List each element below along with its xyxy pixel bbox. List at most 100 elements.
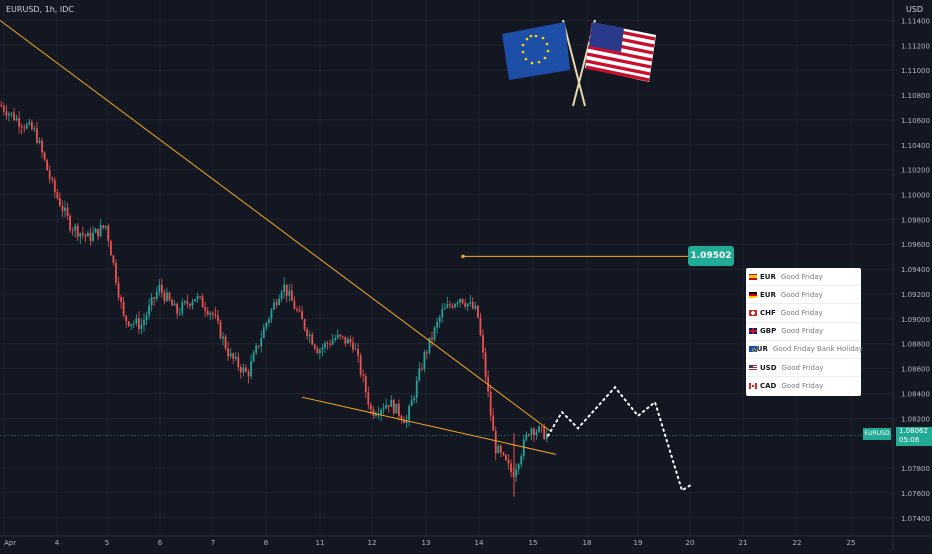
candle-body (441, 309, 444, 318)
trendline[interactable] (301, 396, 557, 455)
candle-body (410, 400, 413, 407)
candle-body (97, 228, 100, 237)
candle-body (252, 353, 255, 362)
candle-body (250, 361, 252, 377)
candle-body (71, 230, 74, 232)
candle-body (127, 321, 130, 326)
candle-body (247, 371, 250, 377)
economic-events-panel: EUR Good Friday EUR Good Friday CHF Good Frid… (746, 268, 863, 396)
candle-body (426, 352, 428, 353)
candle-body (398, 403, 400, 417)
candle-body (125, 315, 128, 322)
candle-body (99, 225, 102, 237)
candle-body (535, 431, 538, 435)
candle-body (433, 327, 436, 340)
candle-body (359, 355, 362, 375)
candle-body (525, 434, 528, 440)
candle-body (138, 318, 140, 329)
trendline[interactable] (0, 20, 551, 432)
candle-body (313, 344, 316, 349)
x-tick-label: 22 (793, 539, 802, 547)
candle-body (285, 284, 288, 296)
y-tick-label: 1.07800 (901, 465, 930, 473)
x-tick-label: 18 (583, 539, 592, 547)
candle-body (408, 406, 410, 420)
event-row[interactable]: EUR Good Friday (746, 268, 861, 287)
candle-body (102, 225, 105, 228)
candle-body (219, 321, 222, 339)
candle-body (23, 127, 26, 129)
event-row[interactable]: CHF Good Friday (746, 304, 861, 323)
candle-body (69, 215, 71, 231)
candle-body (301, 311, 303, 320)
candle-body (135, 318, 138, 324)
candle-body (262, 327, 265, 338)
candle-body (214, 314, 217, 316)
candle-body (201, 296, 204, 308)
candle-body (89, 232, 92, 241)
event-row[interactable]: EUR Good Friday (746, 286, 861, 305)
candle-body (222, 336, 224, 339)
candle-body (464, 303, 467, 307)
candle-body (227, 348, 230, 357)
candle-body (395, 403, 398, 414)
y-tick-label: 1.09800 (901, 216, 930, 224)
candle-body (482, 334, 484, 353)
candle-body (382, 408, 385, 410)
candle-body (153, 297, 156, 299)
candle-body (155, 292, 158, 299)
candle-body (349, 338, 352, 343)
candle-body (369, 404, 372, 410)
candles (0, 100, 548, 497)
annotations (0, 20, 893, 492)
candle-body (5, 111, 8, 116)
event-currency: EUR (760, 272, 776, 281)
candle-body (517, 464, 520, 470)
event-row[interactable]: EUR Good Friday Bank Holiday (746, 341, 863, 359)
y-tick-label: 1.09200 (901, 291, 930, 299)
event-title: Good Friday (781, 327, 824, 336)
candle-body (87, 232, 89, 237)
candle-body (15, 118, 18, 121)
candle-body (293, 300, 296, 310)
y-tick-label: 1.10800 (901, 92, 930, 100)
projection-path[interactable] (547, 385, 691, 492)
candle-body (234, 356, 237, 359)
y-tick-label: 1.10600 (901, 117, 930, 125)
candle-body (357, 349, 360, 356)
candle-body (176, 303, 179, 314)
symbol-title: EURUSD, 1h, IDC (6, 5, 74, 14)
candle-body (288, 290, 291, 296)
candle-body (275, 302, 278, 305)
candle-body (451, 305, 454, 308)
candle-body (76, 225, 79, 237)
candle-body (471, 301, 474, 309)
currency-label: USD (906, 5, 924, 14)
candle-body (364, 376, 367, 393)
candle-body (239, 367, 242, 373)
target-price-label[interactable]: 1.09502 (688, 246, 734, 266)
y-tick-label: 1.08200 (901, 415, 930, 423)
flag-us-icon (585, 22, 656, 82)
candle-body (38, 140, 41, 143)
event-row[interactable]: GBP Good Friday (746, 323, 861, 341)
candle-body (527, 434, 530, 436)
candle-body (321, 347, 324, 350)
candle-body (130, 323, 133, 326)
y-tick-label: 1.10000 (901, 192, 930, 200)
y-tick-label: 1.11200 (901, 42, 930, 50)
candle-body (36, 128, 38, 143)
candle-body (278, 298, 280, 305)
event-row[interactable]: CAD Good Friday (746, 377, 861, 395)
event-row[interactable]: USD Good Friday (746, 359, 861, 378)
x-tick-label: 20 (686, 539, 695, 547)
candle-body (400, 416, 403, 421)
candle-body (245, 367, 247, 372)
candle-body (454, 303, 456, 308)
candle-body (502, 452, 505, 455)
candle-body (538, 426, 540, 432)
candle-body (331, 340, 334, 345)
